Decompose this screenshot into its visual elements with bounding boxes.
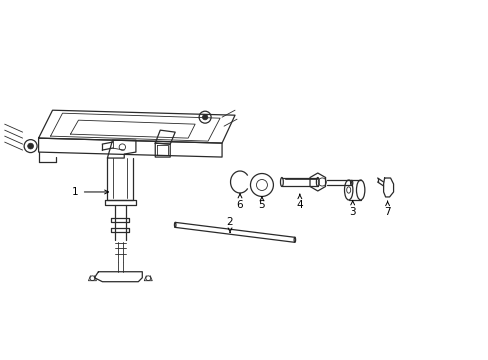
Text: 6: 6 [236, 194, 243, 210]
Text: 2: 2 [226, 217, 233, 233]
Text: 1: 1 [72, 187, 108, 197]
Circle shape [28, 143, 34, 149]
Text: 5: 5 [258, 197, 264, 210]
Text: 4: 4 [296, 194, 303, 210]
Text: 7: 7 [384, 201, 390, 217]
Circle shape [202, 114, 207, 120]
Text: 3: 3 [348, 201, 355, 217]
